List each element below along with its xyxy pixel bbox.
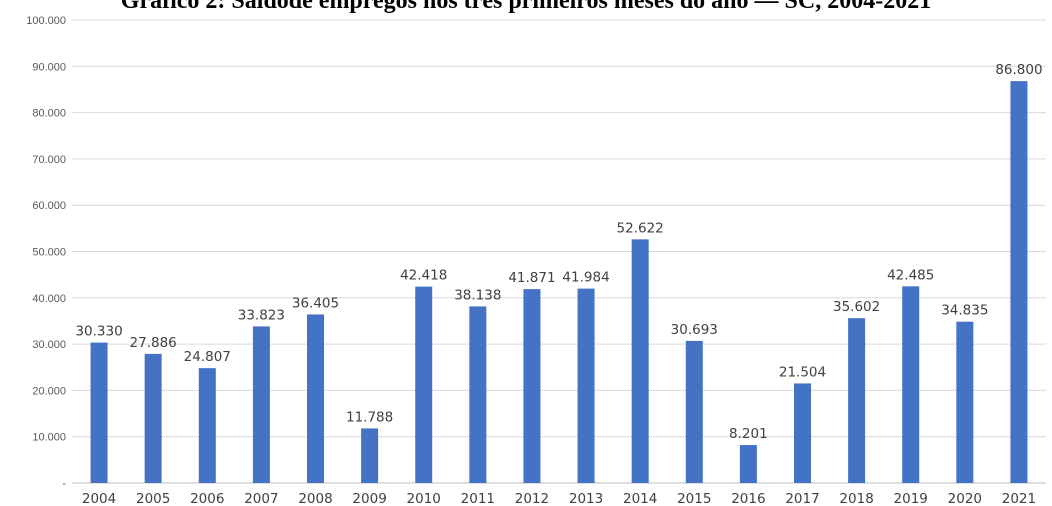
data-label: 30.330 [75, 324, 122, 340]
data-label: 41.871 [508, 270, 555, 286]
bar [577, 288, 595, 483]
x-tick-label: 2007 [244, 491, 278, 506]
y-tick-label: 80.000 [32, 108, 66, 120]
x-tick-label: 2021 [1002, 491, 1036, 506]
data-label: 11.788 [346, 409, 393, 425]
y-tick-label: 30.000 [32, 339, 66, 351]
x-tick-label: 2010 [407, 491, 441, 506]
bar [848, 318, 866, 483]
y-tick-label: 100.000 [26, 15, 66, 27]
data-label: 8.201 [729, 426, 768, 442]
data-label: 38.138 [454, 287, 501, 303]
y-tick-label: 50.000 [32, 247, 66, 259]
data-label: 27.886 [130, 335, 177, 351]
x-tick-label: 2019 [894, 491, 928, 506]
y-tick-label: 20.000 [32, 385, 66, 397]
y-tick-label: 40.000 [32, 293, 66, 305]
x-tick-label: 2015 [677, 491, 711, 506]
data-label: 36.405 [292, 295, 339, 311]
x-tick-label: 2017 [785, 491, 819, 506]
bar [307, 314, 324, 483]
bar [144, 353, 162, 483]
x-tick-label: 2008 [298, 491, 332, 506]
bar [90, 342, 108, 483]
bar [415, 286, 433, 483]
y-tick-label: 60.000 [32, 200, 66, 212]
bar [685, 340, 703, 483]
x-tick-label: 2018 [839, 491, 873, 506]
data-label: 41.984 [562, 270, 609, 286]
bar [252, 326, 270, 483]
bar [739, 445, 757, 483]
bar [794, 383, 811, 483]
x-tick-label: 2016 [731, 491, 765, 506]
bar [902, 286, 920, 483]
x-tick-label: 2012 [515, 491, 549, 506]
x-tick-label: 2011 [461, 491, 495, 506]
data-label: 42.418 [400, 268, 447, 284]
data-label: 86.800 [995, 62, 1042, 78]
y-tick-label: - [62, 478, 66, 490]
bar [631, 239, 649, 483]
data-label: 24.807 [184, 349, 231, 365]
x-tick-label: 2013 [569, 491, 603, 506]
x-tick-label: 2005 [136, 491, 170, 506]
bar [1010, 81, 1028, 483]
data-label: 21.504 [779, 364, 826, 380]
bar [469, 306, 487, 483]
bar [523, 289, 541, 483]
x-tick-label: 2014 [623, 491, 657, 506]
x-tick-label: 2009 [352, 491, 386, 506]
x-tick-label: 2004 [82, 491, 116, 506]
data-label: 35.602 [833, 299, 880, 315]
data-label: 52.622 [617, 220, 664, 236]
chart-title: Gráfico 2: Saldode empregos nos três pri… [120, 0, 932, 14]
y-tick-label: 70.000 [32, 154, 66, 166]
bar [361, 428, 379, 483]
y-tick-label: 10.000 [32, 432, 66, 444]
bar [198, 368, 216, 483]
data-label: 34.835 [941, 303, 988, 319]
x-tick-label: 2020 [948, 491, 982, 506]
data-label: 42.485 [887, 267, 934, 283]
bar [956, 321, 974, 483]
y-tick-label: 90.000 [32, 61, 66, 73]
data-label: 30.693 [671, 322, 718, 338]
x-tick-label: 2006 [190, 491, 224, 506]
data-label: 33.823 [238, 307, 285, 323]
